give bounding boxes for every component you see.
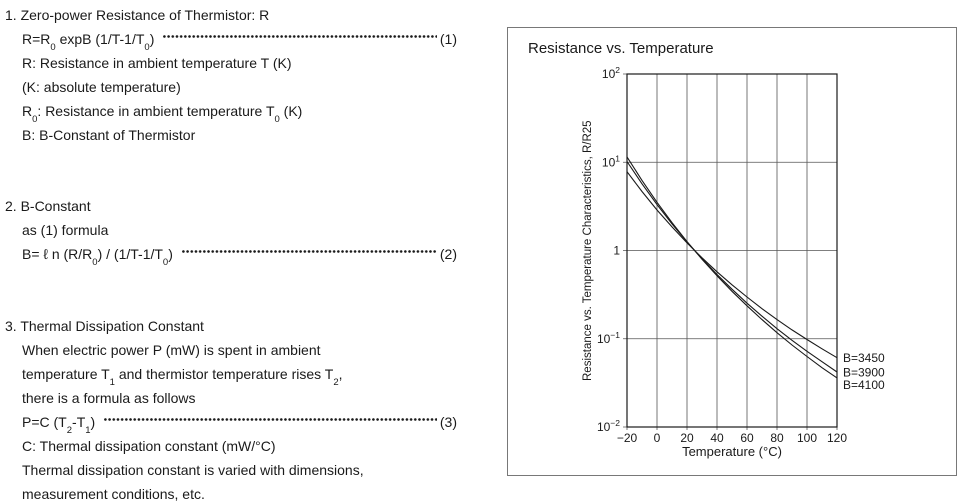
- text-line: there is a formula as follows: [22, 390, 196, 406]
- section-b-constant: 2. B-Constant as (1) formula B= ℓ n (R/R…: [5, 194, 457, 268]
- text-line: R0: Resistance in ambient temperature T0…: [22, 103, 303, 125]
- text-line: (K: absolute temperature): [22, 79, 181, 95]
- svg-text:101: 101: [602, 153, 620, 169]
- svg-text:10−1: 10−1: [597, 330, 620, 346]
- svg-text:0: 0: [654, 431, 661, 445]
- x-tick-labels: −20 0 20 40 60 80 100 120: [617, 431, 848, 445]
- dotted-leader: [163, 35, 437, 38]
- formula-text-column: 1. Zero-power Resistance of Thermistor: …: [5, 3, 457, 501]
- curve-B=3900: [626, 161, 838, 373]
- equation-1-formula: R=R0 expB (1/T-1/T0): [22, 31, 155, 53]
- svg-text:20: 20: [680, 431, 694, 445]
- curve-B=3450: [626, 171, 838, 359]
- section-3-heading: 3. Thermal Dissipation Constant: [5, 318, 204, 334]
- svg-text:102: 102: [602, 65, 620, 81]
- section-thermal-dissipation: 3. Thermal Dissipation Constant When ele…: [5, 314, 457, 501]
- x-axis-label: Temperature (°C): [682, 444, 782, 459]
- text-line: as (1) formula: [22, 222, 109, 238]
- equation-line-3: P=C (T2-T1) (3): [5, 410, 457, 436]
- curve-B=4100: [626, 156, 838, 379]
- equation-number-3: (3): [439, 414, 457, 430]
- svg-text:−20: −20: [617, 431, 638, 445]
- grid-lines: [623, 73, 838, 430]
- dotted-leader: [104, 418, 437, 421]
- equation-line-2: B= ℓ n (R/R0) / (1/T-1/T0) (2): [5, 242, 457, 268]
- chart-title: Resistance vs. Temperature: [528, 40, 714, 57]
- text-line: temperature T1 and thermistor temperatur…: [22, 366, 343, 388]
- section-zero-power-resistance: 1. Zero-power Resistance of Thermistor: …: [5, 3, 457, 147]
- svg-text:100: 100: [797, 431, 817, 445]
- equation-number-2: (2): [439, 246, 457, 262]
- equation-2-formula: B= ℓ n (R/R0) / (1/T-1/T0): [22, 246, 173, 268]
- text-line: R: Resistance in ambient temperature T (…: [22, 55, 292, 71]
- section-2-heading: 2. B-Constant: [5, 198, 91, 214]
- svg-text:60: 60: [740, 431, 754, 445]
- svg-text:120: 120: [827, 431, 847, 445]
- text-line: When electric power P (mW) is spent in a…: [22, 342, 321, 358]
- text-line: measurement conditions, etc.: [22, 486, 205, 501]
- legend-label: B=3450: [843, 351, 885, 365]
- svg-text:1: 1: [613, 244, 620, 258]
- equation-number-1: (1): [439, 31, 457, 47]
- dotted-leader: [181, 250, 437, 253]
- text-line: C: Thermal dissipation constant (mW/°C): [22, 438, 276, 454]
- svg-text:80: 80: [770, 431, 784, 445]
- legend-label: B=3900: [843, 365, 885, 379]
- svg-text:10−2: 10−2: [597, 418, 620, 434]
- legend-label: B=4100: [843, 378, 885, 392]
- svg-text:40: 40: [710, 431, 724, 445]
- chart-panel: Resistance vs. Temperature Resistance vs…: [507, 27, 957, 476]
- equation-3-formula: P=C (T2-T1): [22, 414, 96, 436]
- plot-border: [626, 73, 838, 428]
- section-1-heading: 1. Zero-power Resistance of Thermistor: …: [5, 7, 270, 23]
- text-line: Thermal dissipation constant is varied w…: [22, 462, 364, 478]
- y-tick-labels: 102 101 1 10−1 10−2: [597, 65, 620, 434]
- equation-line-1: R=R0 expB (1/T-1/T0) (1): [5, 27, 457, 53]
- text-line: B: B-Constant of Thermistor: [22, 127, 196, 143]
